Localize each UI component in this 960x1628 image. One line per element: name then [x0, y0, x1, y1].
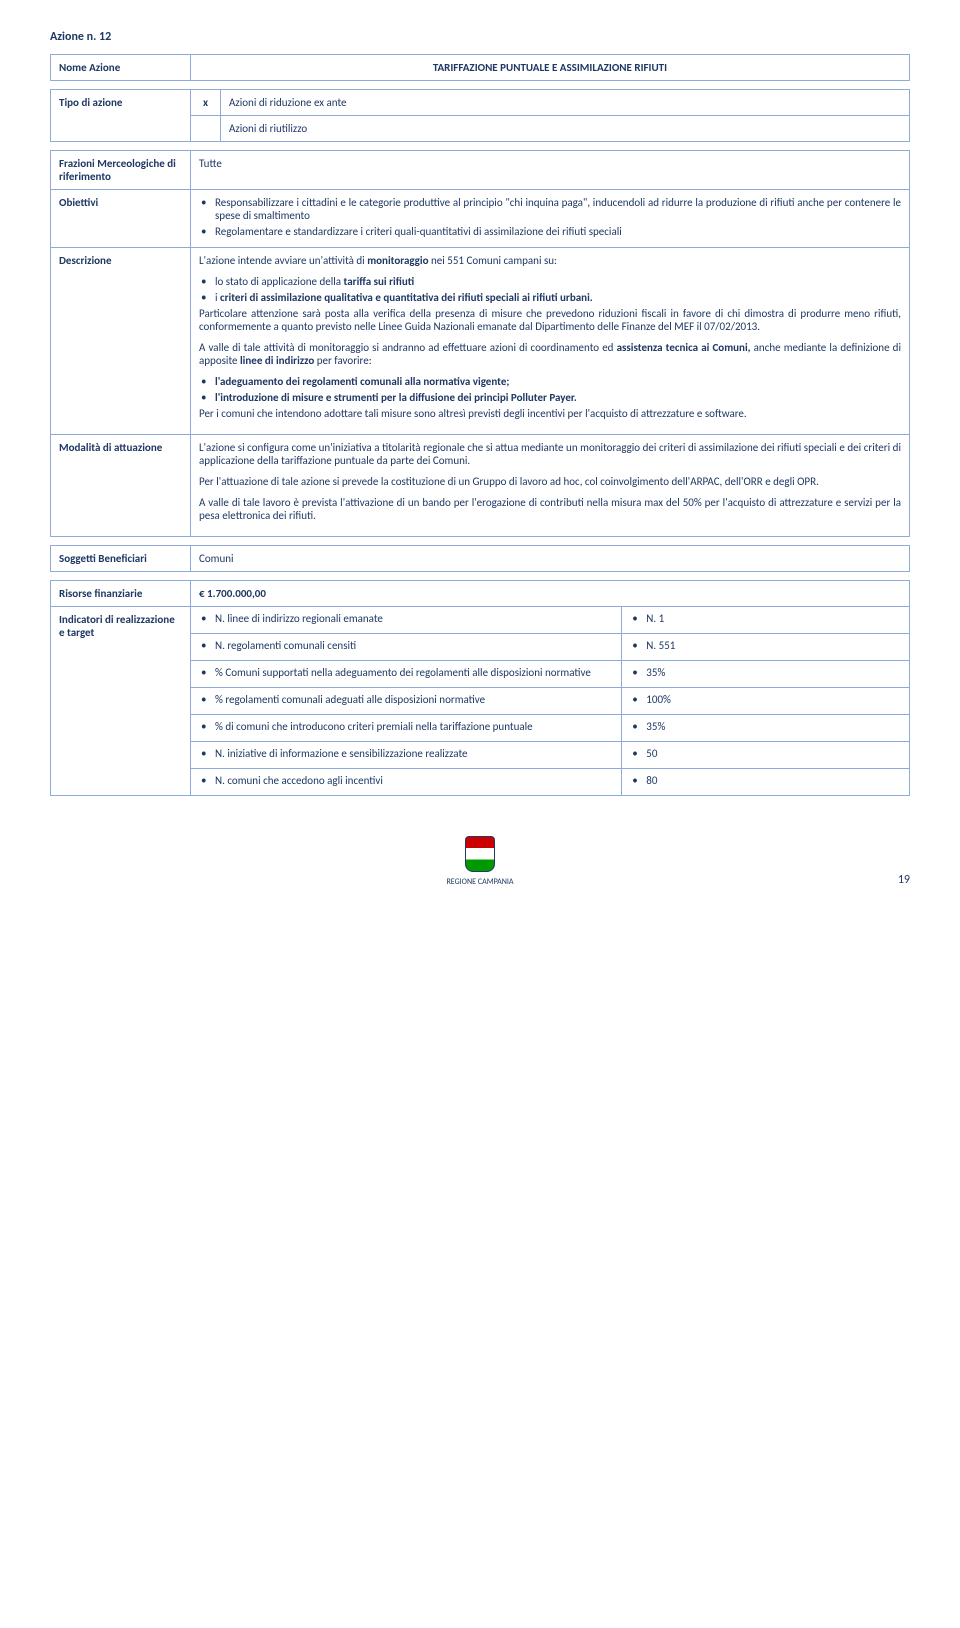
modalita-content: L'azione si configura come un'iniziativa…: [191, 435, 910, 537]
obiettivi-item: Regolamentare e standardizzare i criteri…: [199, 225, 901, 238]
risorse-label: Risorse finanziarie: [51, 581, 191, 607]
indicatori-row: N. comuni che accedono agli incentivi 80: [191, 769, 910, 796]
indicatori-row: N. linee di indirizzo regionali emanate …: [191, 607, 910, 634]
indicatori-row: % Comuni supportati nella adeguamento de…: [191, 661, 910, 688]
indicatori-row: % di comuni che introducono criteri prem…: [191, 715, 910, 742]
modalita-p3: A valle di tale lavoro è prevista l'atti…: [199, 496, 901, 522]
footer-org: REGIONE CAMPANIA: [50, 877, 910, 887]
desc-intro-item: i criteri di assimilazione qualitativa e…: [199, 291, 901, 304]
soggetti-label: Soggetti Beneficiari: [51, 546, 191, 572]
modalita-p1: L'azione si configura come un'iniziativa…: [199, 441, 901, 467]
frazioni-label: Frazioni Merceologiche di riferimento: [51, 151, 191, 190]
frazioni-value: Tutte: [191, 151, 910, 190]
tipo-label: Tipo di azione: [51, 90, 191, 142]
desc-p2: A valle di tale attività di monitoraggio…: [199, 341, 901, 367]
obiettivi-item: Responsabilizzare i cittadini e le categ…: [199, 196, 901, 222]
risorse-table: Risorse finanziarie € 1.700.000,00 Indic…: [50, 580, 910, 796]
soggetti-table: Soggetti Beneficiari Comuni: [50, 545, 910, 572]
header-title: TARIFFAZIONE PUNTUALE E ASSIMILAZIONE RI…: [191, 55, 910, 81]
desc-intro-item: lo stato di applicazione della tariffa s…: [199, 275, 901, 288]
desc-p3: Per i comuni che intendono adottare tali…: [199, 407, 901, 420]
tipo-mark-1: [191, 116, 221, 142]
regione-logo-icon: [465, 836, 495, 872]
indicatori-row: % regolamenti comunali adeguati alle dis…: [191, 688, 910, 715]
indicatori-row: N. regolamenti comunali censiti N. 551: [191, 634, 910, 661]
main-table: Frazioni Merceologiche di riferimento Tu…: [50, 150, 910, 537]
tipo-table: Tipo di azione x Azioni di riduzione ex …: [50, 89, 910, 142]
page-title: Azione n. 12: [50, 30, 910, 44]
indicatori-label: Indicatori di realizzazione e target: [51, 607, 191, 796]
descrizione-label: Descrizione: [51, 248, 191, 435]
desc-p2-item: l'introduzione di misure e strumenti per…: [199, 391, 901, 404]
modalita-label: Modalità di attuazione: [51, 435, 191, 537]
tipo-text-1: Azioni di riutilizzo: [221, 116, 910, 142]
obiettivi-label: Obiettivi: [51, 190, 191, 248]
page-number: 19: [898, 873, 910, 887]
tipo-mark-0: x: [191, 90, 221, 116]
risorse-value: € 1.700.000,00: [191, 581, 910, 607]
soggetti-value: Comuni: [191, 546, 910, 572]
obiettivi-content: Responsabilizzare i cittadini e le categ…: [191, 190, 910, 248]
modalita-p2: Per l'attuazione di tale azione si preve…: [199, 475, 901, 488]
header-table: Nome Azione TARIFFAZIONE PUNTUALE E ASSI…: [50, 54, 910, 81]
header-label: Nome Azione: [51, 55, 191, 81]
tipo-text-0: Azioni di riduzione ex ante: [221, 90, 910, 116]
indicatori-row: N. iniziative di informazione e sensibil…: [191, 742, 910, 769]
descrizione-content: L'azione intende avviare un'attività di …: [191, 248, 910, 435]
footer: REGIONE CAMPANIA 19: [50, 836, 910, 887]
desc-p1: Particolare attenzione sarà posta alla v…: [199, 307, 901, 333]
desc-p2-item: l'adeguamento dei regolamenti comunali a…: [199, 375, 901, 388]
